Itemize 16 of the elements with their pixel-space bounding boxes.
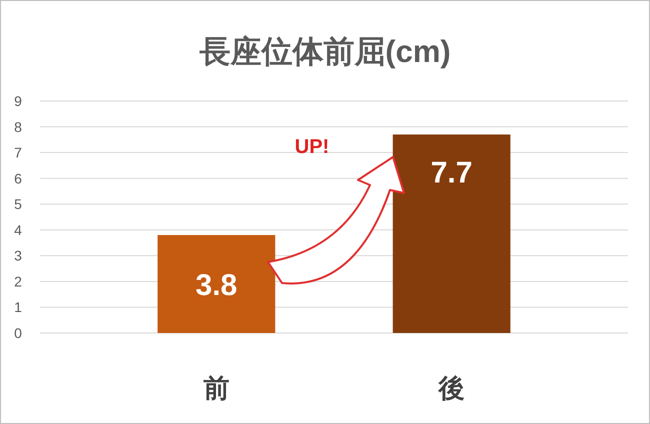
- y-tick-label: 2: [14, 273, 22, 290]
- y-tick-label: 0: [14, 325, 22, 341]
- y-tick-label: 8: [14, 118, 22, 135]
- y-tick-label: 7: [14, 144, 22, 161]
- y-tick-label: 1: [14, 299, 22, 316]
- annotation: UP!: [294, 136, 330, 158]
- x-tick-label: 前: [202, 373, 230, 403]
- y-tick-label: 4: [14, 222, 22, 238]
- data-label: 3.8: [196, 269, 238, 302]
- y-tick-label: 6: [14, 170, 22, 186]
- chart-title: 長座位体前屈(cm): [198, 34, 451, 69]
- y-tick-label: 9: [14, 93, 22, 109]
- y-tick-label: 5: [14, 196, 22, 212]
- x-tick-label: 後: [438, 373, 465, 403]
- y-tick-label: 3: [14, 248, 22, 264]
- data-label: 7.7: [430, 156, 472, 190]
